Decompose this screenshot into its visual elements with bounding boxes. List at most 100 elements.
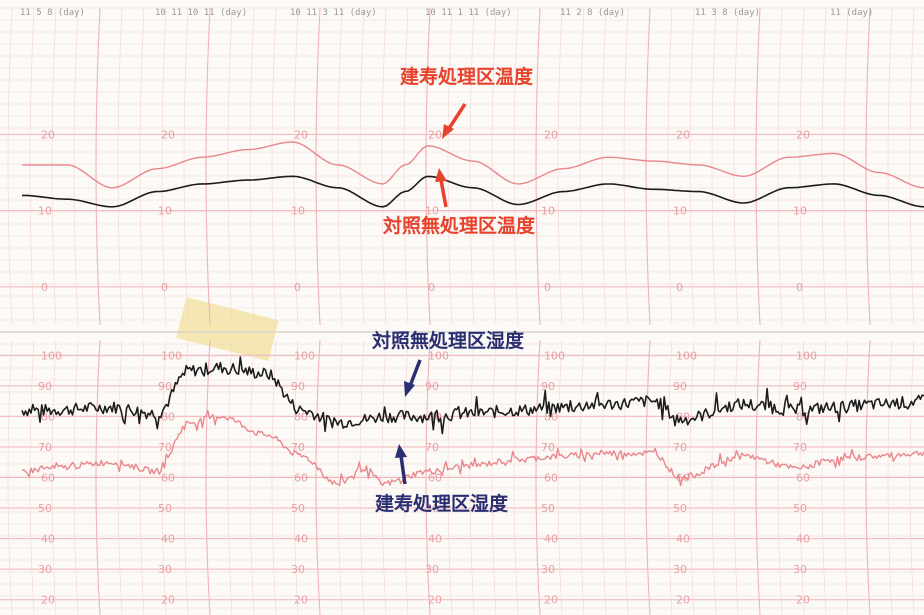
grid-line-time	[29, 7, 35, 326]
annotation-label: 対照無処理区温度	[382, 214, 536, 237]
grid-line-time	[249, 339, 255, 615]
grid-line-time	[315, 339, 321, 615]
grid-line-time	[337, 339, 343, 615]
arrow-icon	[408, 359, 422, 387]
tick-label: 10	[793, 205, 807, 218]
annotation-treated-temperature: 建寿処理区温度	[400, 65, 534, 139]
tick-label: 40	[428, 533, 442, 546]
grid-line-time	[711, 339, 717, 615]
tick-label: 70	[673, 441, 687, 454]
grid-line-time	[865, 339, 871, 615]
tick-label: 90	[541, 380, 555, 393]
grid-line-time	[381, 7, 387, 326]
grid-line-time	[799, 339, 805, 615]
header-date-label: 11 (day)	[830, 8, 873, 18]
grid-line-time	[491, 339, 497, 615]
tick-label: 100	[796, 349, 817, 362]
tick-label: 20	[544, 594, 558, 607]
tick-label: 90	[38, 380, 52, 393]
tick-label: 100	[544, 349, 565, 362]
annotation-control-humidity: 対照無処理区湿度	[371, 329, 525, 397]
tick-label: 10	[541, 205, 555, 218]
tick-label: 90	[425, 380, 439, 393]
annotation-label: 建寿処理区湿度	[375, 492, 509, 515]
tick-label: 80	[161, 410, 175, 423]
grid-line-time	[337, 7, 343, 326]
grid-line-time	[623, 339, 629, 615]
tick-label: 30	[793, 563, 807, 576]
grid-line-time	[491, 7, 497, 326]
tick-label: 40	[41, 533, 55, 546]
tick-label: 20	[428, 594, 442, 607]
series-line	[21, 356, 924, 435]
tick-label: 20	[41, 594, 55, 607]
grid-line-time	[95, 339, 101, 615]
traces	[21, 141, 924, 487]
tick-label: 90	[673, 380, 687, 393]
tick-label: 100	[41, 349, 62, 362]
header-date-label: 10 11 10 11 (day)	[155, 8, 247, 18]
grid-line-time	[117, 7, 123, 326]
tick-label: 50	[425, 502, 439, 515]
grid-line-time	[425, 339, 431, 615]
tick-label: 50	[541, 502, 555, 515]
grid-line-time	[579, 339, 585, 615]
arrow-icon	[439, 179, 448, 208]
tick-label: 40	[676, 533, 690, 546]
grid-line-time	[821, 339, 827, 615]
grid-line-time	[777, 339, 783, 615]
tick-label: 60	[41, 472, 55, 485]
grid-line-time	[887, 339, 893, 615]
grid-line-time	[645, 7, 651, 326]
grid-line-time	[227, 339, 233, 615]
grid-line-time	[249, 7, 255, 326]
annotation-label: 建寿処理区温度	[400, 65, 534, 88]
grid-line-time	[711, 7, 717, 326]
header-date-label: 10 11 1 11 (day)	[425, 8, 512, 18]
tick-label: 60	[161, 472, 175, 485]
tick-label: 20	[428, 128, 442, 141]
grid-line-time	[535, 339, 541, 615]
grid-line-time	[95, 7, 101, 326]
grid-line-time	[755, 7, 761, 326]
grid-line-time	[381, 339, 387, 615]
tick-label: 90	[793, 380, 807, 393]
tick-label: 30	[158, 563, 172, 576]
tick-label: 90	[158, 380, 172, 393]
tick-label: 60	[796, 472, 810, 485]
header-date-label: 10 11 3 11 (day)	[290, 8, 377, 18]
tick-label: 30	[673, 563, 687, 576]
arrowhead-icon	[435, 168, 447, 182]
grid-line-time	[645, 339, 651, 615]
tick-label: 0	[294, 281, 301, 294]
grid-line-time	[623, 7, 629, 326]
tick-label: 100	[294, 349, 315, 362]
annotation-control-temperature: 対照無処理区温度	[382, 168, 536, 237]
tick-label: 70	[541, 441, 555, 454]
grid-line-time	[117, 339, 123, 615]
tick-label: 50	[673, 502, 687, 515]
grid-line-time	[601, 339, 607, 615]
grid-line-time	[425, 7, 431, 326]
tick-label: 40	[544, 533, 558, 546]
tick-label: 50	[793, 502, 807, 515]
tick-label: 20	[41, 128, 55, 141]
grid-line-time	[205, 339, 211, 615]
tick-label: 60	[294, 472, 308, 485]
grid-line-time	[535, 7, 541, 326]
tick-label: 50	[38, 502, 52, 515]
tick-label: 50	[158, 502, 172, 515]
grid-line-time	[843, 7, 849, 326]
header-date-label: 11 3 8 (day)	[695, 8, 760, 18]
annotation-treated-humidity: 建寿処理区湿度	[375, 444, 509, 515]
tick-label: 60	[544, 472, 558, 485]
tick-label: 10	[425, 205, 439, 218]
arrowhead-icon	[404, 381, 415, 397]
header-date-label: 11 2 8 (day)	[560, 8, 625, 18]
grid-line-time	[909, 339, 915, 615]
grid-line-time	[73, 7, 79, 326]
grid-line-time	[689, 339, 695, 615]
grid-line-time	[403, 7, 409, 326]
series-line	[21, 409, 924, 487]
